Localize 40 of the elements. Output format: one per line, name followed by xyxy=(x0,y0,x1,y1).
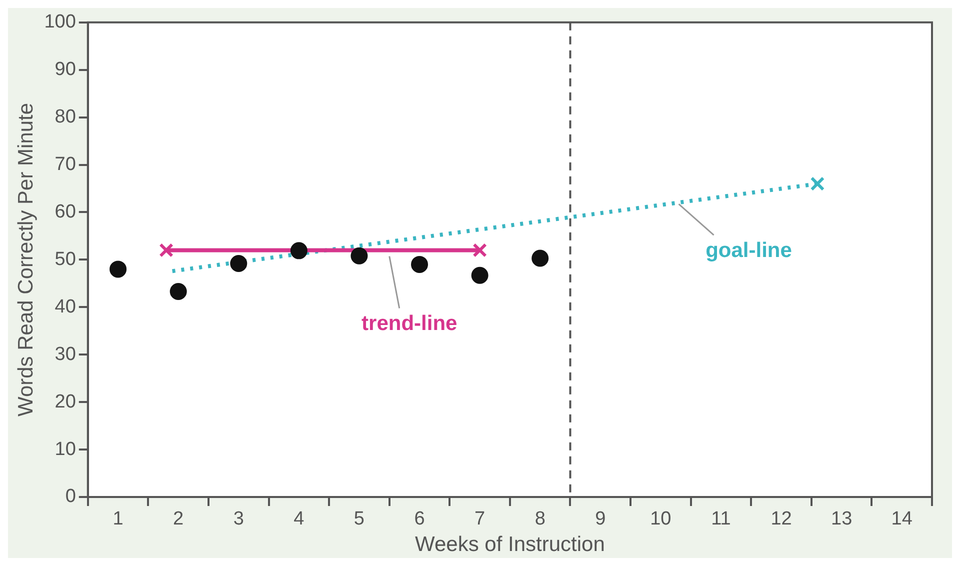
annotation: trend-line xyxy=(362,312,458,336)
y-tick-label: 80 xyxy=(54,106,76,128)
x-tick-label: 13 xyxy=(830,508,852,530)
x-tick-label: 12 xyxy=(770,508,792,530)
y-tick-label: 20 xyxy=(54,391,76,412)
x-tick-label: 6 xyxy=(414,508,425,530)
x-tick-label: 10 xyxy=(650,508,672,530)
x-tick-label: 3 xyxy=(233,508,244,530)
x-tick-label: 9 xyxy=(595,508,606,530)
point xyxy=(411,256,428,273)
y-tick-label: 40 xyxy=(54,296,76,318)
x-tick-label: 11 xyxy=(711,508,731,530)
y-tick-label: 90 xyxy=(54,59,76,80)
point xyxy=(159,243,174,258)
point xyxy=(170,283,187,300)
x-tick-label: 14 xyxy=(891,508,913,530)
point xyxy=(230,254,248,272)
y-axis-title: Words Read Correctly Per Minute xyxy=(14,102,38,416)
point xyxy=(350,247,368,264)
point xyxy=(532,250,549,267)
point xyxy=(110,260,127,278)
point xyxy=(472,243,487,258)
y-tick-label: 0 xyxy=(65,486,76,508)
x-axis-title: Weeks of Instruction xyxy=(415,533,605,556)
point xyxy=(810,176,825,191)
point xyxy=(471,266,488,284)
x-tick-label: 2 xyxy=(173,508,184,530)
x-tick-label: 4 xyxy=(294,508,305,530)
x-tick-label: 8 xyxy=(534,508,546,530)
y-tick-label: 10 xyxy=(54,438,76,460)
x-tick-label: 1 xyxy=(112,508,124,530)
y-tick-label: 30 xyxy=(54,344,76,365)
y-tick-label: 70 xyxy=(54,154,76,176)
y-tick-label: 60 xyxy=(54,201,76,222)
x-tick-label: 5 xyxy=(354,508,365,530)
annotation: goal-line xyxy=(706,238,792,262)
y-tick-label: 100 xyxy=(44,12,76,33)
y-tick-label: 50 xyxy=(54,248,76,270)
x-tick-label: 7 xyxy=(474,508,486,530)
point xyxy=(290,242,308,260)
